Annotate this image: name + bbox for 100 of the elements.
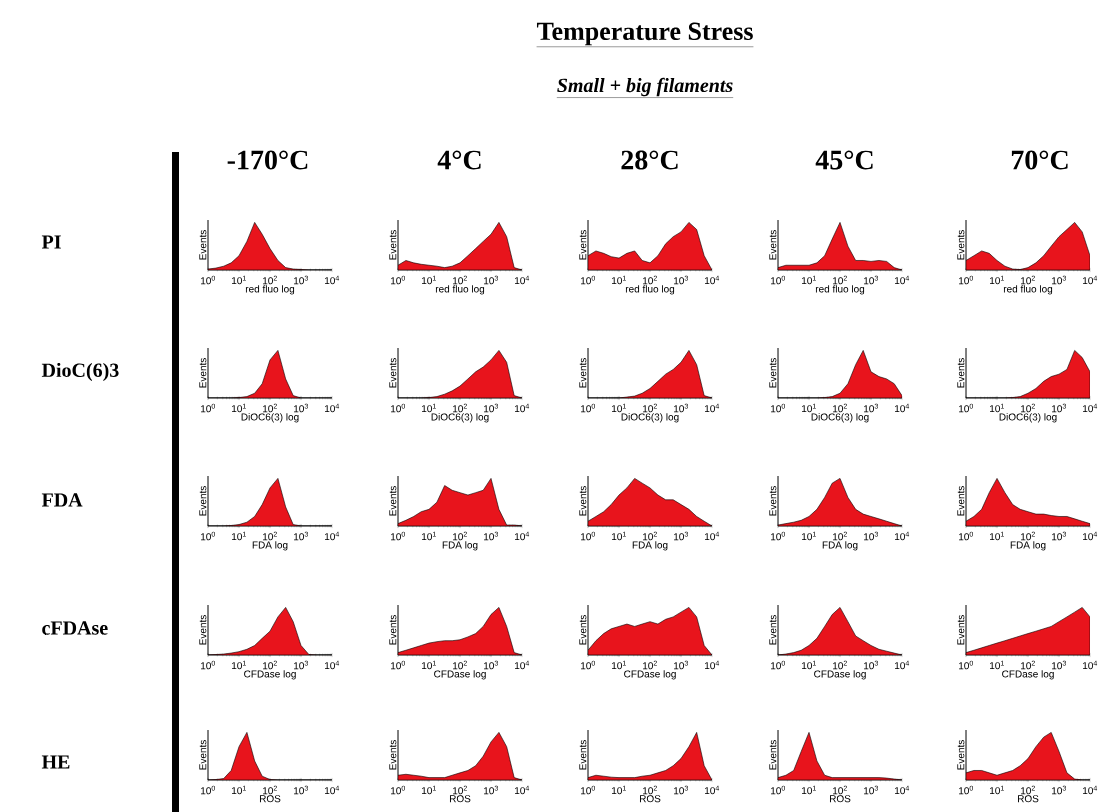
x-axis-title: DiOC6(3) log	[621, 413, 679, 423]
x-axis-title: DiOC6(3) log	[999, 413, 1057, 423]
x-tick-label: 10$^{1}$	[612, 275, 626, 285]
x-tick-label: 10$^{0}$	[391, 660, 405, 670]
x-tick-label: 10$^{4}$	[895, 531, 910, 541]
y-axis-title: Events	[579, 230, 587, 260]
x-tick-label: 10$^{3}$	[294, 403, 308, 413]
x-tick-label: 10$^{2}$	[263, 660, 277, 670]
x-axis-title: FDA log	[632, 541, 668, 551]
x-tick-label: 10$^{1}$	[990, 403, 1004, 413]
x-tick-label: 10$^{1}$	[232, 785, 246, 795]
x-tick-label: 10$^{0}$	[391, 785, 405, 795]
x-tick-label: 10$^{2}$	[453, 785, 467, 795]
x-axis-title: red fluo log	[245, 285, 295, 295]
y-axis-title: Events	[957, 486, 965, 516]
x-tick-label: 10$^{0}$	[391, 275, 405, 285]
x-tick-label: 10$^{4}$	[1083, 785, 1098, 795]
x-axis-title: CFDase log	[624, 670, 676, 680]
y-axis-title: Events	[579, 615, 587, 645]
x-axis-title: red fluo log	[625, 285, 675, 295]
x-tick-label: 10$^{2}$	[643, 785, 657, 795]
x-tick-label: 10$^{3}$	[864, 660, 878, 670]
x-tick-label: 10$^{1}$	[422, 275, 436, 285]
x-tick-label: 10$^{1}$	[422, 660, 436, 670]
x-tick-label: 10$^{0}$	[771, 403, 785, 413]
x-axis-title: DiOC6(3) log	[431, 413, 489, 423]
x-tick-label: 10$^{2}$	[263, 403, 277, 413]
text: Small + big filaments	[557, 77, 733, 97]
y-axis-title: Events	[199, 615, 207, 645]
x-tick-label: 10$^{4}$	[705, 403, 720, 413]
x-tick-label: 10$^{0}$	[201, 660, 215, 670]
x-tick-label: 10$^{4}$	[1083, 275, 1098, 285]
text: 28°C	[621, 150, 678, 170]
x-tick-label: 10$^{3}$	[674, 785, 688, 795]
x-tick-label: 10$^{2}$	[453, 531, 467, 541]
text: Temperature Stress	[536, 22, 753, 46]
x-tick-label: 10$^{0}$	[959, 275, 973, 285]
x-tick-label: 10$^{1}$	[990, 660, 1004, 670]
x-tick-label: 10$^{2}$	[1021, 531, 1035, 541]
x-tick-label: 10$^{2}$	[1021, 785, 1035, 795]
x-tick-label: 10$^{1}$	[612, 660, 626, 670]
x-tick-label: 10$^{4}$	[1083, 531, 1098, 541]
x-tick-label: 10$^{0}$	[771, 785, 785, 795]
y-axis-title: Events	[957, 615, 965, 645]
x-tick-label: 10$^{3}$	[484, 403, 498, 413]
y-axis-title: Events	[769, 615, 777, 645]
y-axis-title: Events	[579, 740, 587, 770]
x-tick-label: 10$^{1}$	[422, 785, 436, 795]
x-axis-title: FDA log	[252, 541, 288, 551]
x-tick-label: 10$^{0}$	[771, 275, 785, 285]
x-axis-title: CFDase log	[244, 670, 296, 680]
x-tick-label: 10$^{0}$	[581, 531, 595, 541]
x-axis-title: red fluo log	[435, 285, 485, 295]
x-tick-label: 10$^{2}$	[833, 275, 847, 285]
x-tick-label: 10$^{4}$	[705, 275, 720, 285]
y-axis-title: Events	[389, 740, 397, 770]
x-tick-label: 10$^{1}$	[990, 785, 1004, 795]
y-axis-title: Events	[957, 230, 965, 260]
x-tick-label: 10$^{3}$	[674, 531, 688, 541]
x-tick-label: 10$^{2}$	[263, 531, 277, 541]
x-tick-label: 10$^{1}$	[232, 531, 246, 541]
x-axis-title: ROS	[449, 795, 471, 803]
x-tick-label: 10$^{1}$	[802, 531, 816, 541]
x-tick-label: 10$^{0}$	[959, 403, 973, 413]
x-axis-title: FDA log	[442, 541, 478, 551]
y-axis-title: Events	[199, 486, 207, 516]
y-axis-title: Events	[199, 230, 207, 260]
x-tick-label: 10$^{1}$	[802, 660, 816, 670]
x-tick-label: 10$^{3}$	[1052, 660, 1066, 670]
x-tick-label: 10$^{2}$	[453, 275, 467, 285]
x-tick-label: 10$^{4}$	[325, 660, 340, 670]
x-tick-label: 10$^{4}$	[515, 531, 530, 541]
x-tick-label: 10$^{2}$	[1021, 275, 1035, 285]
x-tick-label: 10$^{4}$	[705, 660, 720, 670]
x-tick-label: 10$^{3}$	[674, 660, 688, 670]
x-axis-title: CFDase log	[814, 670, 866, 680]
x-tick-label: 10$^{1}$	[612, 403, 626, 413]
y-axis-title: Events	[957, 740, 965, 770]
x-axis-title: ROS	[639, 795, 661, 803]
x-tick-label: 10$^{3}$	[1052, 531, 1066, 541]
x-tick-label: 10$^{2}$	[643, 531, 657, 541]
x-tick-label: 10$^{4}$	[895, 275, 910, 285]
x-tick-label: 10$^{3}$	[294, 275, 308, 285]
x-axis-title: ROS	[1017, 795, 1039, 803]
x-tick-label: 10$^{4}$	[515, 785, 530, 795]
y-axis-title: Events	[199, 740, 207, 770]
x-tick-label: 10$^{4}$	[1083, 660, 1098, 670]
x-tick-label: 10$^{0}$	[771, 531, 785, 541]
x-tick-label: 10$^{0}$	[959, 531, 973, 541]
x-tick-label: 10$^{3}$	[484, 275, 498, 285]
x-tick-label: 10$^{0}$	[391, 403, 405, 413]
x-axis-title: FDA log	[822, 541, 858, 551]
x-tick-label: 10$^{0}$	[581, 403, 595, 413]
x-axis-title: DiOC6(3) log	[811, 413, 869, 423]
x-tick-label: 10$^{0}$	[771, 660, 785, 670]
x-axis-title: DiOC6(3) log	[241, 413, 299, 423]
y-axis-title: Events	[389, 358, 397, 388]
y-axis-title: Events	[769, 358, 777, 388]
x-tick-label: 10$^{2}$	[1021, 403, 1035, 413]
x-tick-label: 10$^{3}$	[294, 785, 308, 795]
